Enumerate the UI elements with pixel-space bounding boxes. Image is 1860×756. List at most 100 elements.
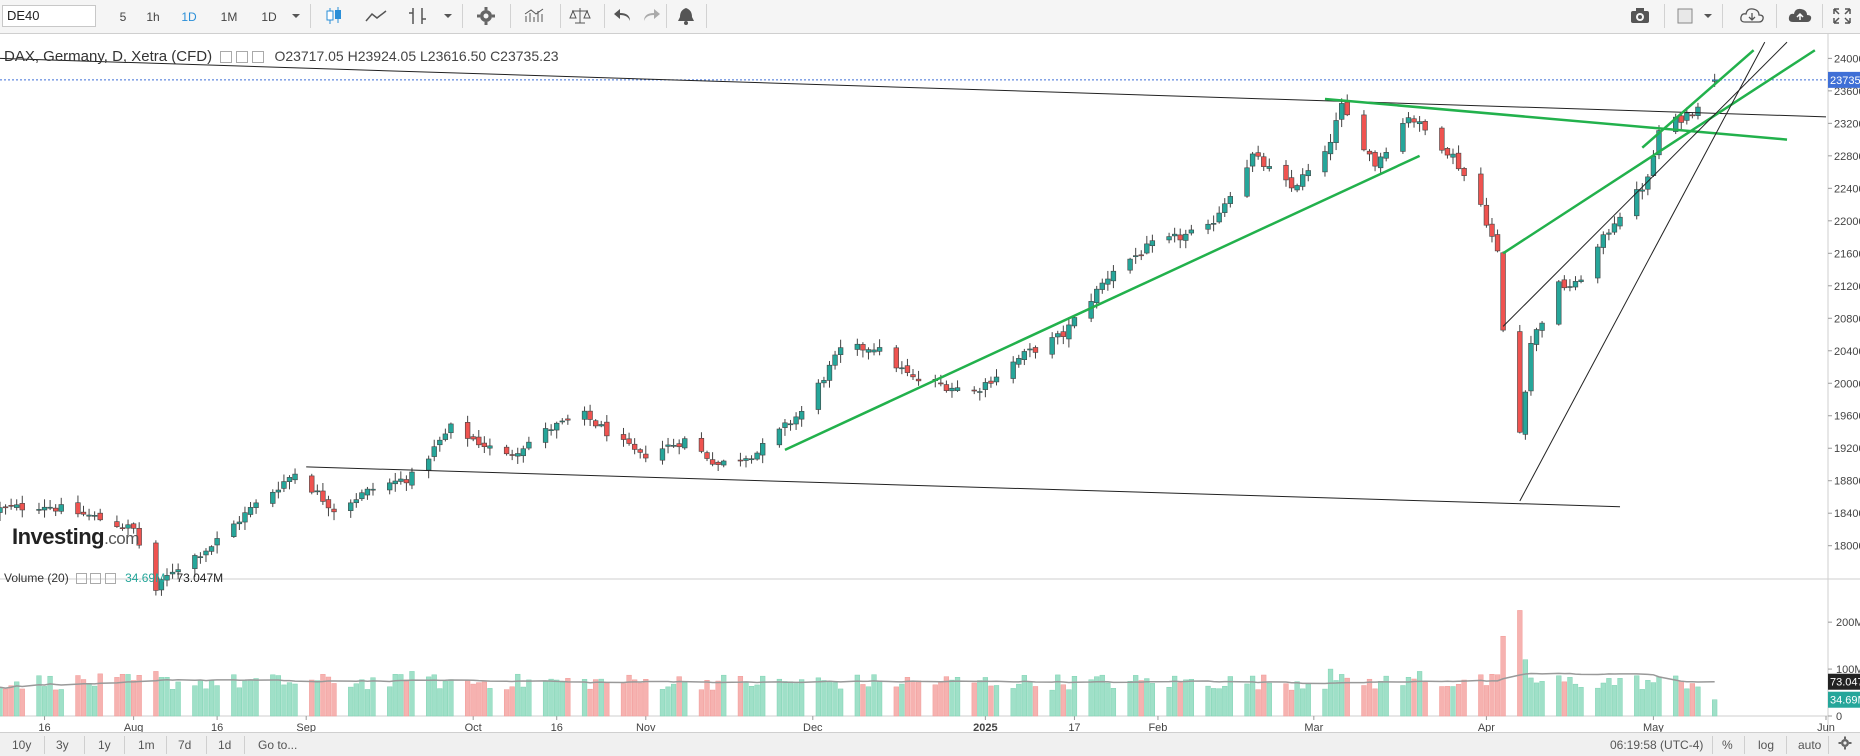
volume-bar: [8, 685, 14, 717]
time-tick-label: May: [1643, 722, 1664, 732]
camera-icon[interactable]: [1626, 5, 1654, 27]
candle-body: [1294, 185, 1300, 191]
range-3y-button[interactable]: 3y: [56, 738, 69, 752]
range-7d-button[interactable]: 7d: [178, 738, 192, 752]
trendline-green: [1502, 49, 1816, 255]
time-tick-label: Apr: [1478, 722, 1495, 732]
price-tick-label: 18000.00: [1834, 541, 1860, 553]
candle-body: [1572, 281, 1579, 288]
volume-last-label-bg: [1828, 691, 1860, 708]
volume-ma-label-bg: [1828, 673, 1860, 690]
candle-body: [36, 509, 42, 511]
color-box-icon[interactable]: [1672, 5, 1700, 27]
volume-bar: [1088, 679, 1094, 717]
range-10y-button[interactable]: 10y: [12, 738, 32, 752]
candle-body: [954, 387, 961, 391]
volume-bar: [214, 685, 220, 717]
price-tick-label: 23200.00: [1834, 118, 1860, 130]
candle-body: [1010, 361, 1016, 379]
bar-chart-icon[interactable]: [404, 5, 432, 27]
auto-toggle[interactable]: auto: [1798, 738, 1822, 752]
settings-icon[interactable]: [1838, 736, 1852, 754]
candle-body: [1461, 168, 1467, 176]
chevron-down-icon[interactable]: [1700, 5, 1716, 27]
volume-group: [0, 610, 1718, 717]
goto-button[interactable]: Go to...: [258, 738, 298, 752]
range-1d-button[interactable]: 1d: [218, 738, 232, 752]
volume-bar: [1572, 683, 1579, 717]
volume-bar: [53, 689, 59, 717]
line-chart-icon[interactable]: [362, 5, 390, 27]
range-1m-button[interactable]: 1m: [138, 738, 155, 752]
interval-1h-button[interactable]: 1h: [146, 10, 160, 24]
candle-body: [871, 349, 877, 353]
interval-1d-button[interactable]: 1D: [181, 10, 197, 24]
fullscreen-icon[interactable]: [1828, 5, 1856, 27]
chevron-down-icon[interactable]: [440, 5, 456, 27]
range-1y-button[interactable]: 1y: [98, 738, 111, 752]
volume-bar: [754, 684, 760, 717]
trendline-black: [306, 466, 1621, 508]
log-toggle[interactable]: log: [1758, 738, 1775, 752]
candle-body: [1695, 106, 1701, 116]
candle-body: [158, 579, 165, 591]
interval-1m-button[interactable]: 1M: [220, 10, 238, 24]
volume-bar: [470, 683, 476, 717]
candle-body: [1055, 333, 1061, 338]
volume-bar: [370, 677, 376, 717]
volume-bar: [1500, 635, 1506, 717]
interval-5-button[interactable]: 5: [119, 10, 127, 24]
candle-body: [509, 454, 515, 456]
volume-bar: [949, 679, 955, 717]
alert-icon[interactable]: [672, 5, 700, 27]
candle-body: [1494, 234, 1501, 252]
price-tick-label: 24000.00: [1834, 53, 1860, 65]
candles-icon[interactable]: [320, 5, 348, 27]
volume-bar: [932, 684, 938, 717]
redo-icon[interactable]: [636, 5, 664, 27]
close-icon[interactable]: [252, 51, 265, 64]
eye-icon[interactable]: [236, 51, 249, 64]
candle-body: [682, 438, 688, 449]
close-icon[interactable]: [104, 573, 116, 585]
volume-bar: [130, 680, 137, 717]
volume-bar: [1478, 674, 1484, 717]
current-price-label-bg: [1828, 71, 1860, 88]
volume-bar: [1099, 674, 1105, 717]
candle-body: [1645, 176, 1651, 190]
cloud-save-icon[interactable]: [1786, 5, 1814, 27]
volume-bar: [192, 685, 198, 717]
volume-bar: [1522, 659, 1528, 717]
settings-icon[interactable]: [472, 5, 500, 27]
candle-body: [526, 441, 532, 449]
volume-bar: [41, 686, 48, 717]
candle-body: [309, 475, 315, 493]
volume-bar: [760, 675, 766, 717]
indicators-icon[interactable]: [520, 5, 548, 27]
undo-icon[interactable]: [610, 5, 638, 27]
settings-icon[interactable]: [76, 573, 88, 585]
chevron-down-icon[interactable]: [288, 5, 304, 27]
candle-body: [1144, 243, 1150, 254]
eye-icon[interactable]: [90, 573, 102, 585]
settings-icon[interactable]: [220, 51, 233, 64]
percent-toggle[interactable]: %: [1722, 738, 1733, 752]
cloud-load-icon[interactable]: [1738, 5, 1766, 27]
price-chart[interactable]: 24000.00 23600.00 23200.00 22800.00 22400.00…: [0, 34, 1860, 732]
volume-bar: [231, 674, 237, 717]
symbol-input[interactable]: DE40: [2, 5, 96, 27]
candle-body: [587, 410, 593, 420]
interval-custom-button[interactable]: 1D: [261, 10, 277, 24]
candle-body: [581, 410, 588, 420]
candle-body: [565, 418, 571, 421]
volume-bar: [542, 681, 549, 717]
chart-area[interactable]: 24000.00 23600.00 23200.00 22800.00 22400.00…: [0, 34, 1860, 732]
compare-icon[interactable]: [566, 5, 594, 27]
candle-body: [1422, 121, 1428, 131]
volume-bar: [1138, 680, 1144, 717]
volume-bar: [1127, 680, 1133, 717]
volume-bar: [47, 675, 53, 717]
candle-body: [487, 445, 493, 449]
volume-bar: [1105, 682, 1111, 717]
time-tick-label: Feb: [1148, 722, 1167, 732]
